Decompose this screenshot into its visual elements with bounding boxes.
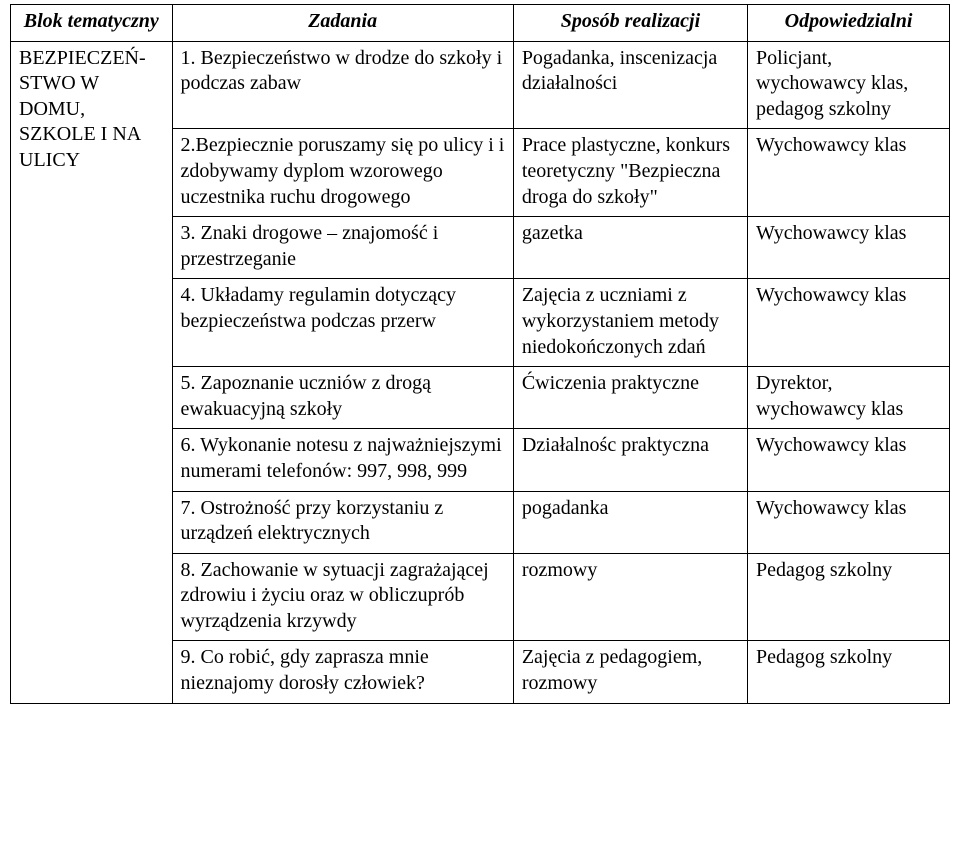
resp-cell: Pedagog szkolny — [748, 641, 950, 703]
task-cell: 4. Układamy regulamin dotyczący bezpiecz… — [172, 279, 513, 367]
page: Blok tematyczny Zadania Sposób realizacj… — [0, 0, 960, 846]
block-label-line: BEZPIECZEŃ- — [19, 47, 146, 69]
method-cell: Prace plastyczne, konkurs teoretyczny "B… — [513, 129, 747, 217]
resp-cell: Wychowawcy klas — [748, 429, 950, 491]
task-cell: 5. Zapoznanie uczniów z drogą ewakuacyjn… — [172, 367, 513, 429]
method-cell: pogadanka — [513, 491, 747, 553]
header-block: Blok tematyczny — [11, 5, 173, 42]
table-row: BEZPIECZEŃ- STWO W DOMU, SZKOLE I NA ULI… — [11, 41, 950, 129]
resp-cell: Pedagog szkolny — [748, 553, 950, 641]
block-label-line: STWO W — [19, 72, 99, 94]
method-cell: Zajęcia z uczniami z wykorzystaniem meto… — [513, 279, 747, 367]
resp-cell: Wychowawcy klas — [748, 279, 950, 367]
task-cell: 8. Zachowanie w sytuacji zagrażającej zd… — [172, 553, 513, 641]
task-cell: 6. Wykonanie notesu z najważniejszymi nu… — [172, 429, 513, 491]
method-cell: Zajęcia z pedagogiem, rozmowy — [513, 641, 747, 703]
block-label-line: ULICY — [19, 149, 80, 171]
method-cell: rozmowy — [513, 553, 747, 641]
resp-cell: Wychowawcy klas — [748, 129, 950, 217]
resp-cell: Policjant, wychowawcy klas, pedagog szko… — [748, 41, 950, 129]
header-responsible: Odpowiedzialni — [748, 5, 950, 42]
method-cell: Pogadanka, inscenizacja działalności — [513, 41, 747, 129]
resp-cell: Wychowawcy klas — [748, 491, 950, 553]
task-cell: 7. Ostrożność przy korzystaniu z urządze… — [172, 491, 513, 553]
resp-cell: Dyrektor, wychowawcy klas — [748, 367, 950, 429]
block-label-line: DOMU, — [19, 98, 85, 120]
header-tasks: Zadania — [172, 5, 513, 42]
task-cell: 2.Bezpiecznie poruszamy się po ulicy i i… — [172, 129, 513, 217]
header-method: Sposób realizacji — [513, 5, 747, 42]
block-label-line: SZKOLE I NA — [19, 123, 141, 145]
curriculum-table: Blok tematyczny Zadania Sposób realizacj… — [10, 4, 950, 704]
method-cell: Działalnośc praktyczna — [513, 429, 747, 491]
table-header-row: Blok tematyczny Zadania Sposób realizacj… — [11, 5, 950, 42]
task-cell: 1. Bezpieczeństwo w drodze do szkoły i p… — [172, 41, 513, 129]
block-label-cell: BEZPIECZEŃ- STWO W DOMU, SZKOLE I NA ULI… — [11, 41, 173, 703]
method-cell: Ćwiczenia praktyczne — [513, 367, 747, 429]
resp-cell: Wychowawcy klas — [748, 217, 950, 279]
task-cell: 9. Co robić, gdy zaprasza mnie nieznajom… — [172, 641, 513, 703]
method-cell: gazetka — [513, 217, 747, 279]
task-cell: 3. Znaki drogowe – znajomość i przestrze… — [172, 217, 513, 279]
